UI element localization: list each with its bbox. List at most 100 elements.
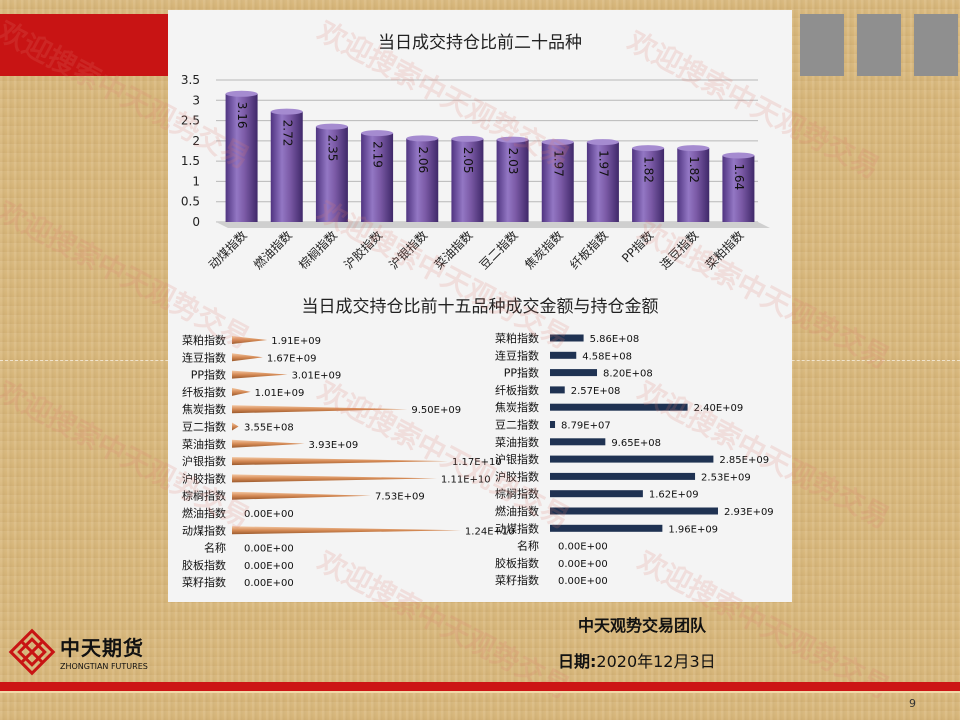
data-label: 1.64 xyxy=(732,163,746,190)
bar xyxy=(496,139,529,222)
bar xyxy=(722,155,755,222)
category-label: 沪胶指数 xyxy=(495,469,539,483)
decor-square xyxy=(914,14,958,76)
category-label: 名称 xyxy=(204,541,226,555)
bar xyxy=(315,126,348,222)
y-tick-label: 1 xyxy=(192,174,200,188)
data-label: 1.01E+09 xyxy=(255,388,305,399)
cone-bar xyxy=(232,439,305,448)
bar-top xyxy=(225,90,258,97)
bar xyxy=(586,142,619,222)
bar xyxy=(541,142,574,222)
data-label: 2.53E+09 xyxy=(701,472,751,483)
navy-bar xyxy=(550,369,598,377)
logo-cn-text: 中天期货 xyxy=(60,636,144,660)
category-label: 棕榈指数 xyxy=(495,487,539,501)
cone-bar xyxy=(232,474,437,483)
data-label: 0.00E+00 xyxy=(244,561,294,572)
bar-top xyxy=(632,145,665,152)
data-label: 2.06 xyxy=(416,146,430,173)
data-label: 1.24E+10 xyxy=(465,526,515,537)
cone-bar xyxy=(232,370,288,379)
data-label: 2.72 xyxy=(280,120,294,147)
x-tick-label: 沪胶指数 xyxy=(341,228,386,273)
bar xyxy=(632,148,665,222)
category-label: 菜粕指数 xyxy=(182,333,226,347)
navy-bar xyxy=(550,334,584,342)
navy-bar xyxy=(550,351,577,359)
cone-bar xyxy=(232,336,268,344)
data-label: 0.00E+00 xyxy=(558,542,608,553)
data-label: 2.05 xyxy=(461,147,475,174)
category-label: 连豆指数 xyxy=(495,348,539,362)
category-label: 菜油指数 xyxy=(182,437,226,451)
category-label: 沪银指数 xyxy=(182,454,226,468)
data-label: 1.67E+09 xyxy=(267,353,317,364)
data-label: 3.93E+09 xyxy=(309,440,359,451)
date-value: 2020年12月3日 xyxy=(596,652,716,671)
data-label: 4.58E+08 xyxy=(582,351,632,362)
bar xyxy=(451,138,484,222)
data-label: 7.53E+09 xyxy=(375,492,425,503)
category-label: 名称 xyxy=(517,539,539,553)
data-label: 2.85E+09 xyxy=(719,455,769,466)
bar-top xyxy=(451,135,484,142)
chart1-title: 当日成交持仓比前二十品种 xyxy=(378,33,582,53)
navy-bar xyxy=(550,438,606,446)
y-tick-label: 0 xyxy=(192,215,200,229)
category-label: 菜粕指数 xyxy=(495,331,539,345)
category-label: 焦炭指数 xyxy=(182,402,226,416)
bar xyxy=(406,138,439,222)
navy-bar xyxy=(550,455,714,463)
x-tick-label: 菜粕指数 xyxy=(702,228,747,273)
data-label: 2.19 xyxy=(371,141,385,168)
chart2-title: 当日成交持仓比前十五品种成交金额与持仓金额 xyxy=(302,297,659,317)
category-label: PP指数 xyxy=(191,368,226,382)
bar-top xyxy=(541,139,574,146)
x-tick-label: 焦炭指数 xyxy=(521,228,566,273)
category-label: 豆二指数 xyxy=(495,418,539,432)
data-label: 0.00E+00 xyxy=(244,544,294,555)
x-tick-label: 豆二指数 xyxy=(476,228,521,273)
data-label: 9.65E+08 xyxy=(611,438,661,449)
data-label: 1.17E+10 xyxy=(452,457,502,468)
data-label: 1.62E+09 xyxy=(649,490,699,501)
zhongtian-logo-icon xyxy=(8,628,56,676)
bar-top xyxy=(315,123,348,130)
logo-en-text: ZHONGTIAN FUTURES xyxy=(60,662,148,671)
bar-top xyxy=(270,108,303,115)
data-label: 0.00E+00 xyxy=(244,509,294,520)
bar xyxy=(677,148,710,222)
cone-bar xyxy=(232,353,263,362)
navy-bar xyxy=(550,490,643,498)
cone-bar xyxy=(232,526,461,535)
x-tick-label: 纤板指数 xyxy=(566,228,611,273)
data-label: 8.79E+07 xyxy=(561,421,611,432)
x-tick-label: 燃油指数 xyxy=(250,228,295,273)
category-label: 连豆指数 xyxy=(182,350,226,364)
bar-top xyxy=(586,139,619,146)
data-label: 9.50E+09 xyxy=(411,405,461,416)
data-label: 8.20E+08 xyxy=(603,369,653,380)
category-label: 菜籽指数 xyxy=(182,575,226,589)
bar-top xyxy=(361,130,394,137)
bar xyxy=(225,93,258,223)
navy-bar xyxy=(550,403,688,411)
bar xyxy=(361,133,394,222)
category-label: 动煤指数 xyxy=(495,521,539,535)
data-label: 3.55E+08 xyxy=(244,423,294,434)
category-label: 菜籽指数 xyxy=(495,573,539,587)
bottom-stripe xyxy=(0,691,960,693)
navy-bar xyxy=(550,421,556,428)
cone-bar xyxy=(232,422,239,431)
category-label: 豆二指数 xyxy=(182,420,226,434)
category-label: 棕榈指数 xyxy=(182,489,226,503)
y-tick-label: 2 xyxy=(192,134,200,148)
x-tick-label: PP指数 xyxy=(618,228,656,266)
data-label: 1.97 xyxy=(551,150,565,177)
team-name: 中天观势交易团队 xyxy=(578,616,707,635)
data-label: 0.00E+00 xyxy=(558,559,608,570)
category-label: 胶板指数 xyxy=(182,558,226,572)
data-label: 1.91E+09 xyxy=(271,336,321,347)
x-tick-label: 沪银指数 xyxy=(386,228,431,273)
